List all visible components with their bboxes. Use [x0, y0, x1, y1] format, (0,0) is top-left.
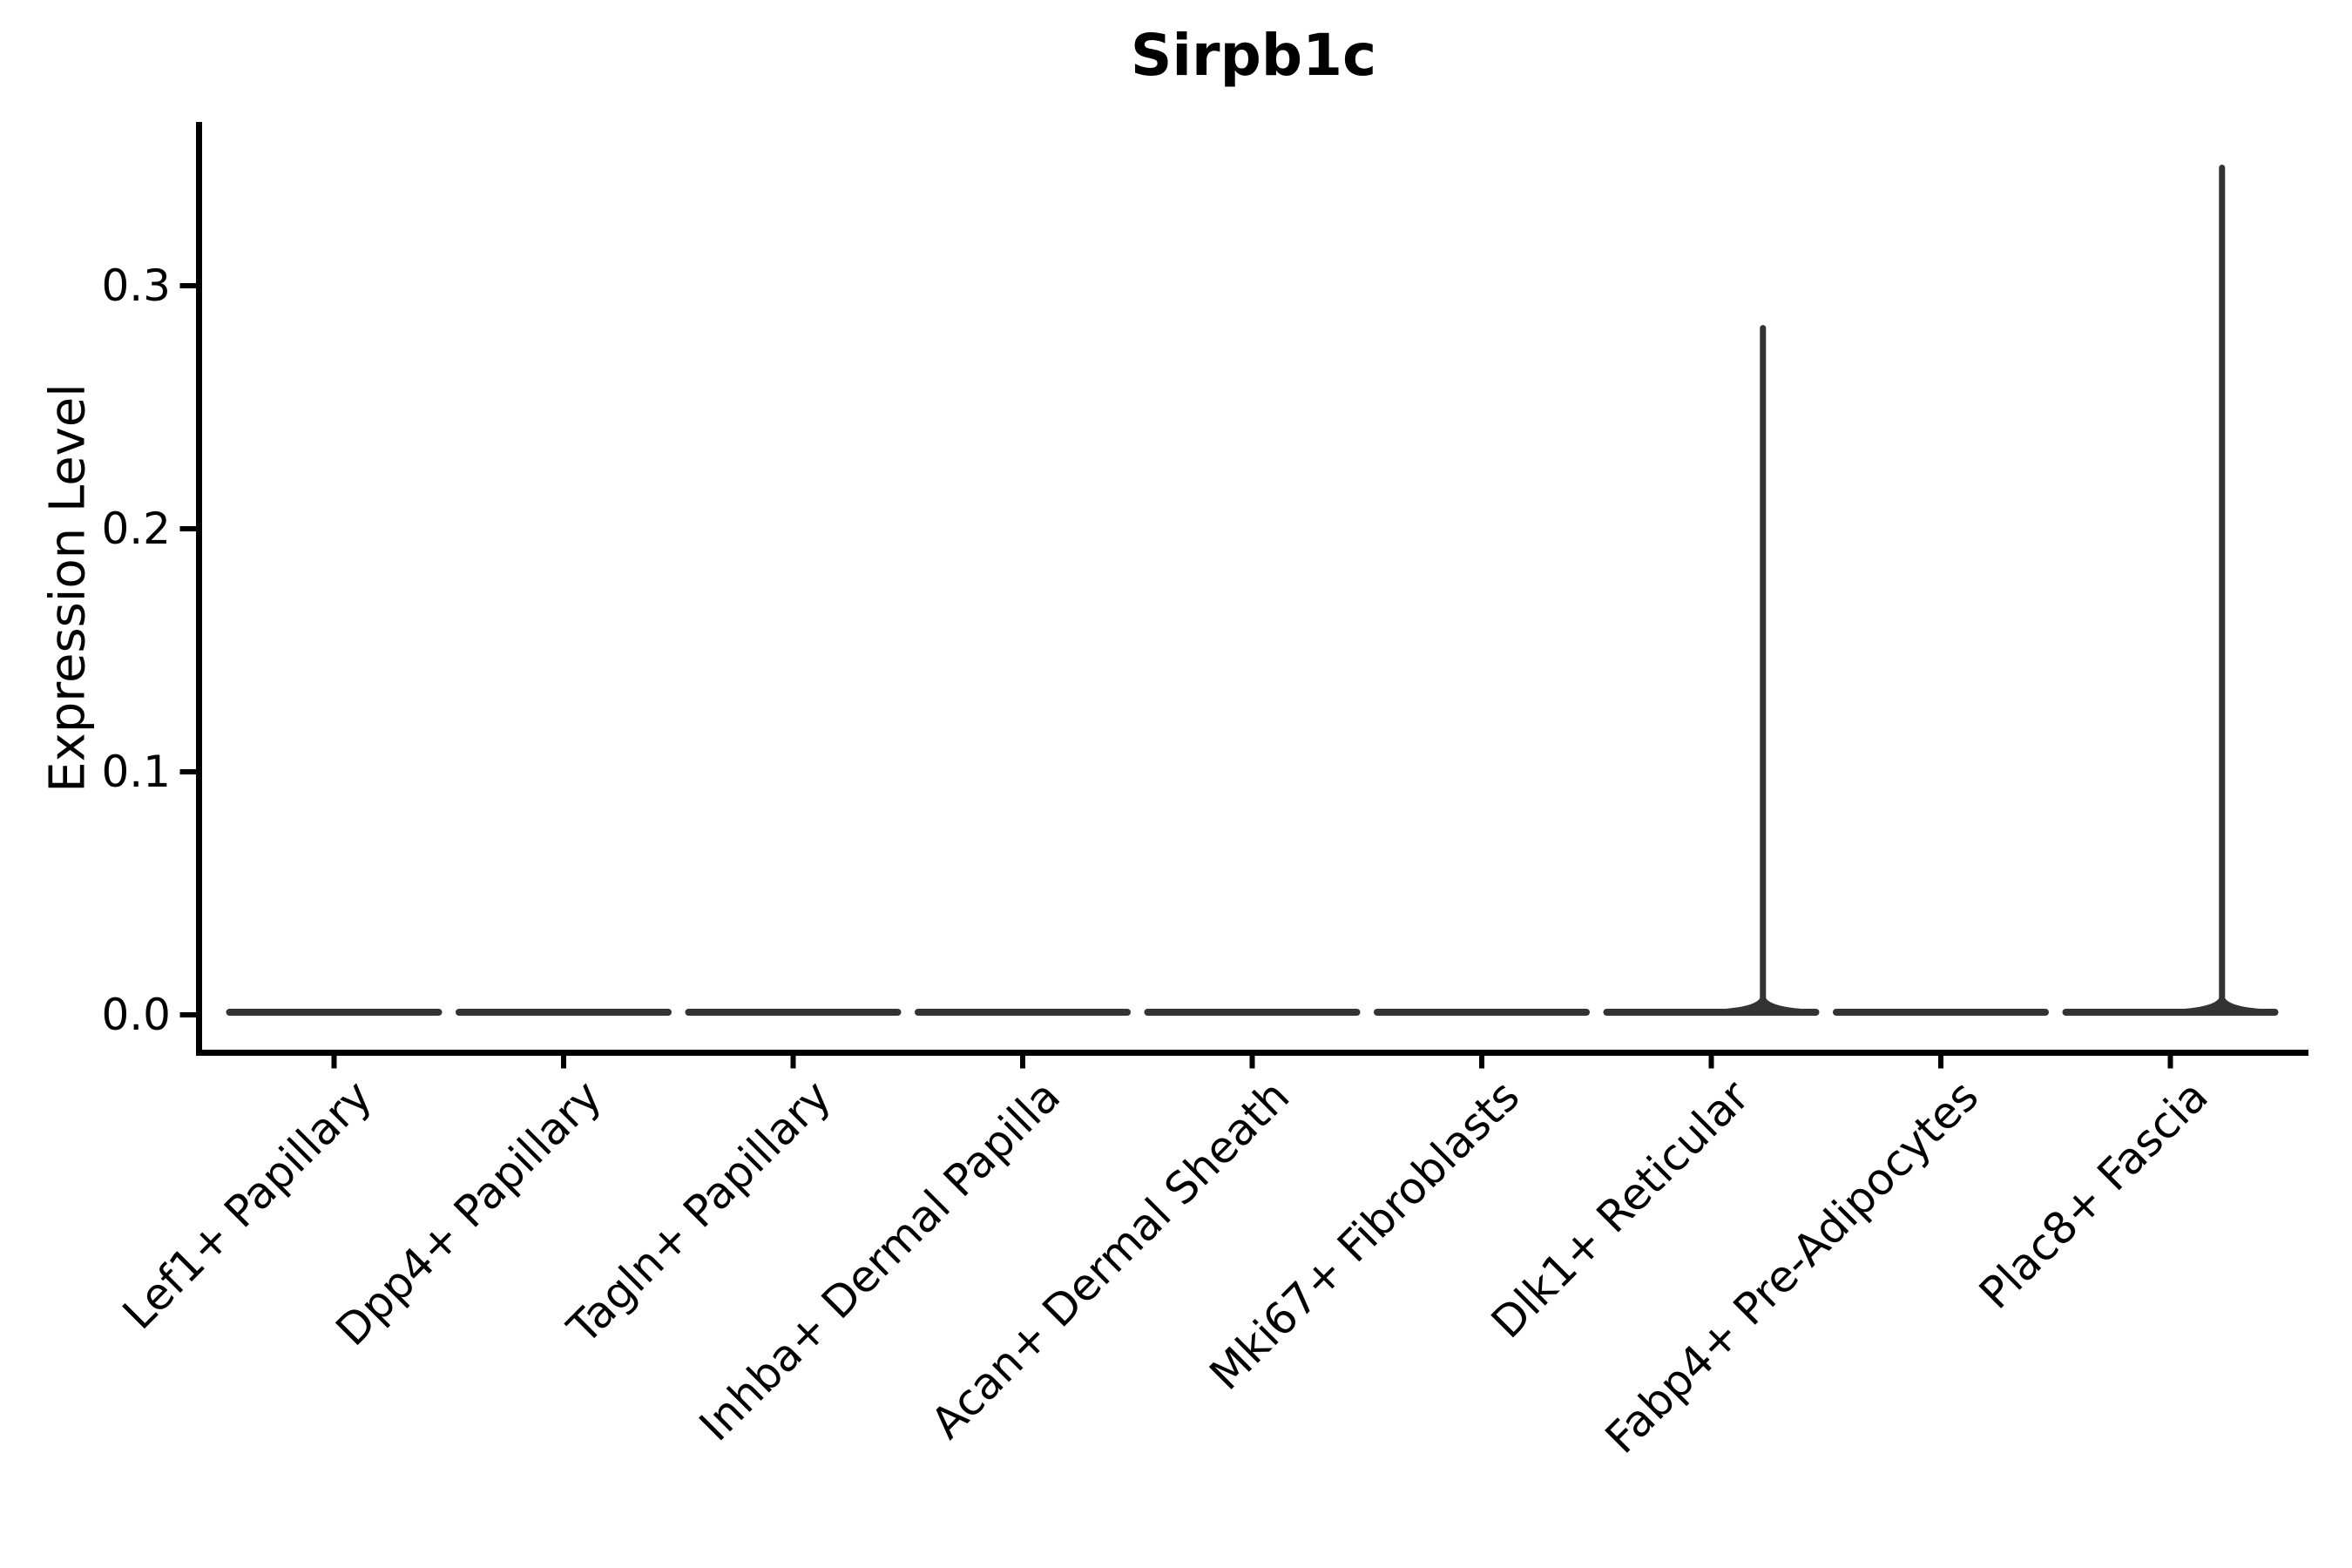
- violin-spike-flare: [2178, 998, 2266, 1010]
- y-tick-label: 0.3: [101, 260, 171, 311]
- y-tick-label: 0.0: [101, 990, 171, 1040]
- violin-spike-flare: [1719, 998, 1807, 1010]
- y-tick-label: 0.2: [101, 504, 171, 554]
- y-tick-label: 0.1: [101, 747, 171, 797]
- plot-title: Sirpb1c: [1130, 22, 1377, 89]
